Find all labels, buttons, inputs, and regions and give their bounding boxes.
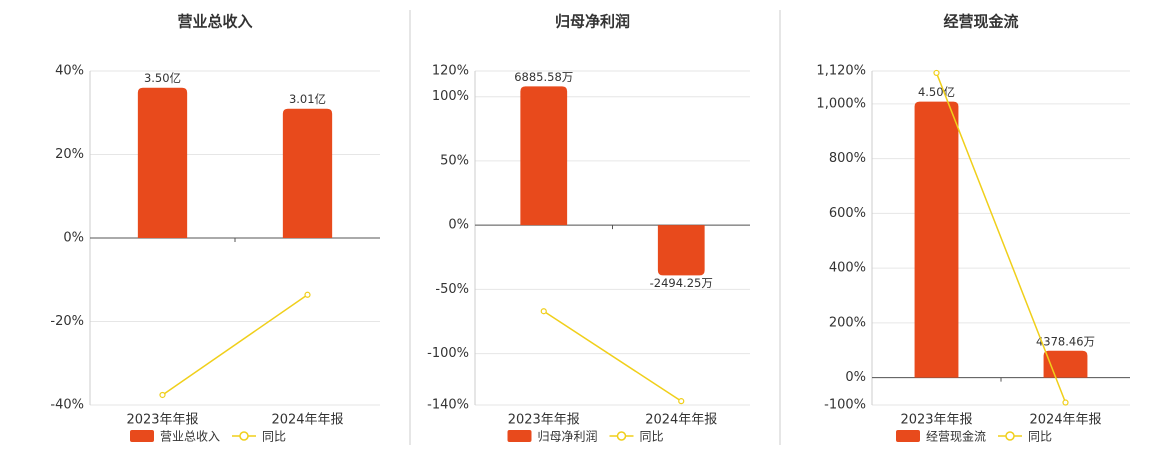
legend-swatch: [616, 431, 627, 441]
y-tick-label: 0%: [63, 231, 84, 246]
legend-swatch: [507, 430, 532, 442]
line-point: [159, 391, 166, 399]
y-tick-label: 400%: [829, 261, 866, 276]
legend-swatch: [896, 430, 920, 442]
legend-label: 同比: [640, 430, 664, 444]
legend-label: 归母净利润: [538, 430, 598, 444]
y-tick-label: 200%: [829, 315, 866, 330]
line: [935, 72, 1067, 403]
line-point: [933, 69, 940, 77]
chart-title: 营业总收入: [177, 13, 252, 31]
legend-label: 经营现金流: [926, 429, 986, 444]
legend-swatch: [130, 430, 154, 442]
y-tick-label: 120%: [432, 64, 469, 79]
y-tick-label: -20%: [50, 314, 84, 329]
data-label: 3.50亿: [144, 71, 181, 85]
bar: [914, 101, 959, 378]
legend-label: 同比: [1028, 430, 1052, 444]
legend-label: 同比: [262, 430, 286, 444]
legend-label: 营业总收入: [160, 430, 220, 444]
bar: [657, 225, 705, 276]
x-tick-label: 2023年年报: [900, 413, 972, 428]
chart-title: 经营现金流: [943, 13, 1018, 31]
line-point: [1062, 399, 1069, 406]
y-tick-label: -50%: [435, 282, 469, 297]
data-label: 4.50亿: [918, 85, 955, 99]
y-tick-label: 0%: [448, 218, 469, 233]
x-tick-label: 2023年年报: [508, 413, 580, 428]
y-tick-label: -100%: [824, 398, 866, 413]
data-label: -2494.25万: [650, 276, 713, 290]
bar: [520, 86, 568, 226]
chart-title: 归母净利润: [555, 13, 630, 31]
x-tick-label: 2023年年报: [126, 413, 198, 428]
y-tick-label: -40%: [50, 398, 84, 413]
line-point: [678, 398, 685, 405]
line-point: [540, 308, 547, 315]
y-tick-label: 800%: [829, 151, 866, 166]
y-tick-label: 600%: [829, 206, 866, 221]
y-tick-label: 50%: [440, 153, 469, 168]
y-tick-label: 1,000%: [816, 96, 866, 111]
y-tick-label: 0%: [845, 370, 866, 385]
data-label: 3.01亿: [289, 92, 326, 106]
y-tick-label: 1,120%: [816, 64, 866, 79]
y-tick-label: 20%: [55, 147, 84, 162]
y-tick-label: -140%: [427, 398, 469, 413]
bar: [1043, 350, 1088, 378]
legend-swatch: [239, 431, 249, 441]
line-point: [304, 291, 311, 298]
y-tick-label: -100%: [427, 346, 469, 361]
bar: [282, 108, 333, 238]
y-tick-label: 40%: [55, 64, 84, 79]
legend-swatch: [1005, 431, 1015, 441]
line: [162, 294, 308, 396]
x-tick-label: 2024年年报: [1029, 413, 1101, 428]
y-tick-label: 100%: [432, 89, 469, 104]
line: [543, 310, 682, 402]
data-label: 6885.58万: [514, 70, 573, 84]
data-label: 4378.46万: [1036, 334, 1095, 348]
x-tick-label: 2024年年报: [645, 413, 717, 428]
bar: [137, 87, 188, 238]
x-tick-label: 2024年年报: [271, 413, 343, 428]
